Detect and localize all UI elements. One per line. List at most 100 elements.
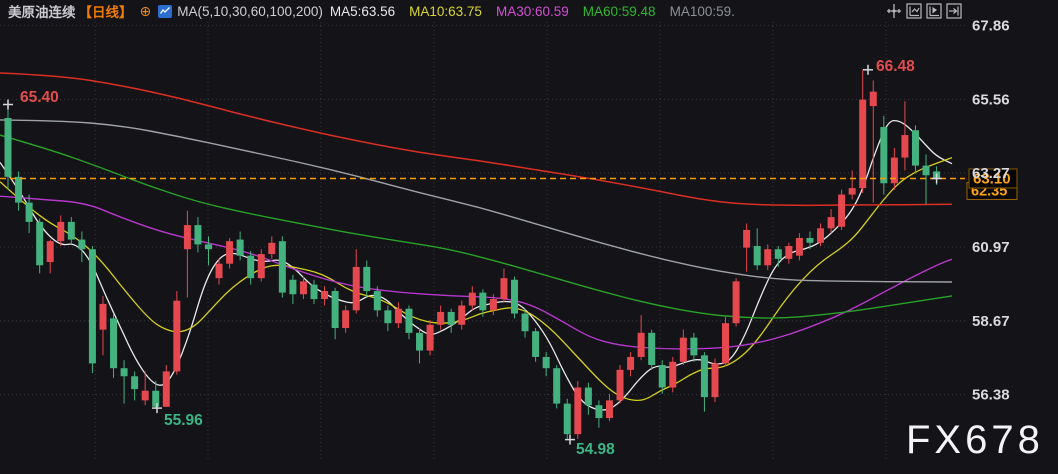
candle[interactable] [690, 337, 698, 356]
candle[interactable] [532, 331, 540, 357]
candle[interactable] [595, 405, 603, 419]
candle[interactable] [426, 324, 434, 351]
candle[interactable] [183, 225, 191, 250]
candle[interactable] [99, 303, 107, 330]
candle[interactable] [110, 318, 118, 369]
candle[interactable] [627, 356, 635, 370]
candle[interactable] [131, 376, 139, 390]
candle[interactable] [922, 165, 930, 176]
candle[interactable] [785, 246, 793, 259]
candle[interactable] [817, 228, 825, 243]
candle[interactable] [500, 278, 508, 300]
candle[interactable] [152, 390, 160, 407]
candle[interactable] [331, 291, 339, 329]
candle[interactable] [722, 323, 730, 364]
candle[interactable] [838, 194, 846, 227]
candle[interactable] [437, 311, 445, 325]
candle[interactable] [669, 361, 677, 388]
candle[interactable] [574, 387, 582, 435]
candle[interactable] [859, 99, 867, 189]
candle[interactable] [321, 291, 329, 300]
candle[interactable] [373, 291, 381, 311]
candle[interactable] [394, 308, 402, 324]
candle[interactable] [743, 229, 751, 248]
candle[interactable] [563, 403, 571, 435]
candle[interactable] [299, 281, 307, 295]
candle[interactable] [468, 292, 476, 306]
candle[interactable] [479, 292, 487, 311]
candle[interactable] [901, 135, 909, 158]
candle[interactable] [880, 127, 888, 184]
candle[interactable] [700, 355, 708, 398]
candle[interactable] [15, 176, 23, 203]
candle[interactable] [257, 254, 265, 279]
candle[interactable] [215, 263, 223, 279]
candle[interactable] [289, 279, 297, 295]
zoom-y-icon[interactable] [926, 3, 942, 19]
candle[interactable] [542, 356, 550, 369]
candle[interactable] [827, 217, 835, 229]
jump-to-latest-icon[interactable] [946, 3, 962, 19]
candle[interactable] [416, 332, 424, 351]
candle[interactable] [57, 221, 65, 242]
candle[interactable] [67, 221, 75, 240]
candle[interactable] [774, 249, 782, 259]
candle[interactable] [25, 202, 33, 222]
candle[interactable] [510, 279, 518, 314]
candle[interactable] [4, 118, 12, 177]
candle[interactable] [46, 241, 54, 263]
candle[interactable] [890, 157, 898, 184]
zoom-x-icon[interactable] [906, 3, 922, 19]
candle[interactable] [204, 244, 212, 250]
candle[interactable] [278, 241, 286, 293]
candle[interactable] [268, 242, 276, 255]
candle[interactable] [489, 299, 497, 311]
candle[interactable] [88, 249, 96, 364]
candle[interactable] [236, 239, 244, 256]
candle[interactable] [447, 311, 455, 325]
candle[interactable] [764, 249, 772, 266]
candle[interactable] [342, 310, 350, 329]
candle[interactable] [869, 91, 877, 107]
candle[interactable] [795, 237, 803, 256]
candle[interactable] [173, 300, 181, 372]
candle[interactable] [711, 363, 719, 398]
candle[interactable] [194, 225, 202, 245]
candle[interactable] [584, 387, 592, 406]
legend-item: MA5:63.56 [329, 3, 396, 19]
candle[interactable] [458, 305, 466, 325]
candle[interactable] [553, 368, 561, 404]
candle[interactable] [120, 368, 128, 377]
candle[interactable] [848, 188, 856, 195]
add-indicator-icon[interactable]: ⊕ [139, 3, 152, 19]
candle[interactable] [911, 130, 919, 166]
candle[interactable] [352, 266, 360, 311]
candle[interactable] [616, 369, 624, 401]
candle[interactable] [141, 390, 149, 401]
candle[interactable] [405, 308, 413, 333]
candle[interactable] [806, 237, 814, 243]
candle[interactable] [162, 371, 170, 407]
line-chart-icon[interactable] [158, 4, 173, 18]
candle[interactable] [648, 332, 656, 365]
ma-settings-label[interactable]: MA(5,10,30,60,100,200) [177, 3, 323, 19]
crosshair-move-icon[interactable] [886, 3, 902, 19]
candle[interactable] [637, 332, 645, 357]
candle[interactable] [78, 239, 86, 250]
candle[interactable] [363, 266, 371, 292]
candle[interactable] [384, 310, 392, 324]
candle[interactable] [247, 255, 255, 279]
candle[interactable] [36, 221, 44, 266]
candle[interactable] [521, 313, 529, 332]
candle[interactable] [310, 284, 318, 300]
candle[interactable] [732, 281, 740, 324]
candle[interactable] [658, 364, 666, 388]
ma10-line [0, 156, 953, 402]
candle[interactable] [226, 241, 234, 264]
candle[interactable] [679, 337, 687, 362]
candle[interactable] [753, 246, 761, 266]
candles[interactable] [4, 69, 941, 440]
period-tag[interactable]: 【日线】 [78, 5, 133, 20]
candle[interactable] [605, 400, 613, 419]
